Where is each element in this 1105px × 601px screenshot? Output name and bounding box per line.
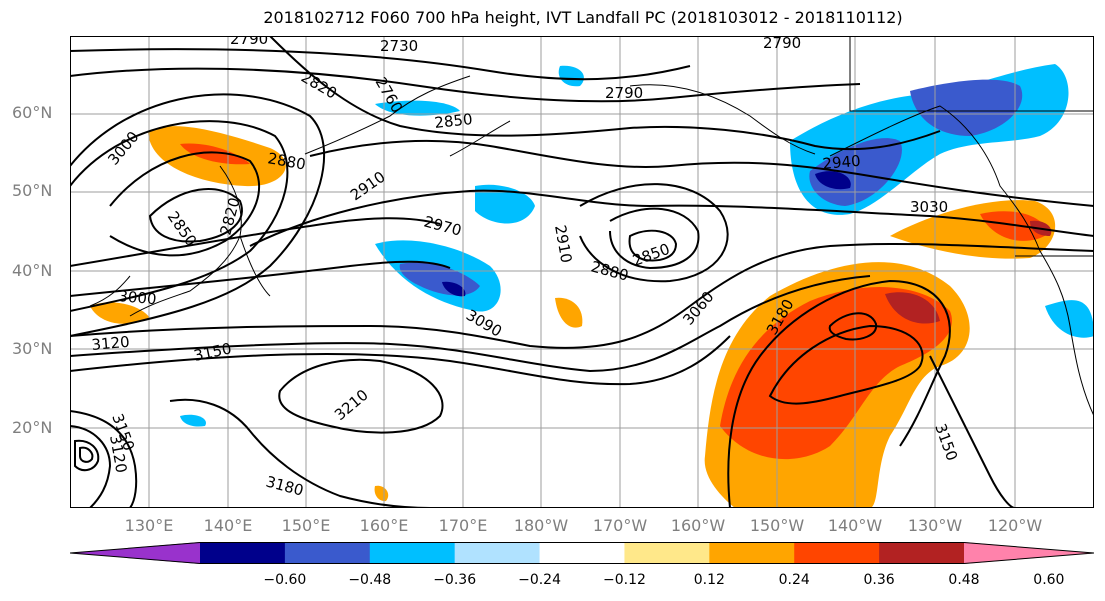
- lat-label: 50°N: [12, 181, 53, 200]
- lat-label: 60°N: [12, 103, 53, 122]
- contour-label: 2850: [434, 110, 474, 132]
- shade-blue-central: [475, 184, 535, 224]
- colorbar-extend-min: [70, 542, 200, 564]
- shade-japan: [90, 302, 150, 324]
- lon-label: 170°W: [592, 516, 648, 535]
- colorbar-tick-label: −0.12: [602, 572, 646, 588]
- lon-label: 150°W: [749, 516, 805, 535]
- map-frame: [70, 36, 1094, 508]
- colorbar-segment: [369, 542, 456, 564]
- contour-label: 3000: [118, 287, 158, 308]
- colorbar-extend-max: [964, 542, 1094, 564]
- colorbar-tick-label: 0.36: [863, 572, 895, 588]
- gridlines: [70, 36, 1094, 508]
- lon-label: 180°W: [513, 516, 569, 535]
- map-title: 2018102712 F060 700 hPa height, IVT Land…: [263, 8, 903, 27]
- colorbar-tick-label: −0.48: [348, 572, 392, 588]
- lon-label: 160°E: [359, 516, 409, 535]
- contour-label: 2790: [605, 84, 643, 102]
- contour-label: 3120: [91, 333, 131, 354]
- map-panel: 2790 2730 2790 2820 2760 2790 2850 2880 …: [70, 36, 1094, 508]
- lon-label: 150°E: [281, 516, 331, 535]
- height-contours: [70, 36, 1094, 508]
- shade-blue-aleutian-west: [558, 65, 584, 87]
- colorbar-tick-label: −0.36: [433, 572, 477, 588]
- lat-label: 40°N: [12, 261, 53, 280]
- lon-label: 160°W: [670, 516, 726, 535]
- lat-label: 30°N: [12, 339, 53, 358]
- contour-label: 2730: [380, 37, 418, 55]
- colorbar-segment: [624, 542, 710, 564]
- lon-label: 130°E: [124, 516, 174, 535]
- colorbar-segment: [200, 542, 286, 564]
- lon-label: 170°E: [438, 516, 488, 535]
- contour-label: 2790: [230, 36, 268, 48]
- ivt-shading: [90, 64, 1094, 508]
- lon-label: 140°W: [827, 516, 883, 535]
- shade-blue-hawaii-west: [180, 414, 206, 427]
- colorbar-segment: [284, 542, 371, 564]
- colorbar-tick-label: −0.60: [263, 572, 307, 588]
- colorbar-tick-label: −0.24: [518, 572, 561, 588]
- lon-label: 130°W: [907, 516, 963, 535]
- colorbar-segment: [539, 542, 625, 564]
- colorbar-segment: [709, 542, 795, 564]
- colorbar-outline: [70, 542, 1094, 564]
- shade-orange-subtropic: [555, 297, 583, 328]
- colorbar-tick-label: 0.60: [1033, 572, 1065, 588]
- contour-label: 2940: [822, 152, 862, 173]
- colorbar-segment: [879, 542, 965, 564]
- colorbar-tick-label: 0.24: [778, 572, 810, 588]
- colorbar-tick-label: 0.12: [693, 572, 725, 588]
- contour-label: 3030: [910, 198, 948, 216]
- colorbar-tick-label: 0.48: [948, 572, 980, 588]
- shade-blue-kamchatka: [375, 100, 460, 116]
- lat-label: 20°N: [12, 418, 53, 437]
- colorbar-segment: [794, 542, 880, 564]
- lon-label: 140°E: [203, 516, 253, 535]
- contour-label: 2790: [763, 36, 801, 52]
- colorbar-segment: [454, 542, 541, 564]
- lon-label: 120°W: [987, 516, 1043, 535]
- coastlines: [89, 36, 1094, 417]
- colorbar: [70, 542, 1094, 564]
- shade-blue-california: [1045, 300, 1094, 338]
